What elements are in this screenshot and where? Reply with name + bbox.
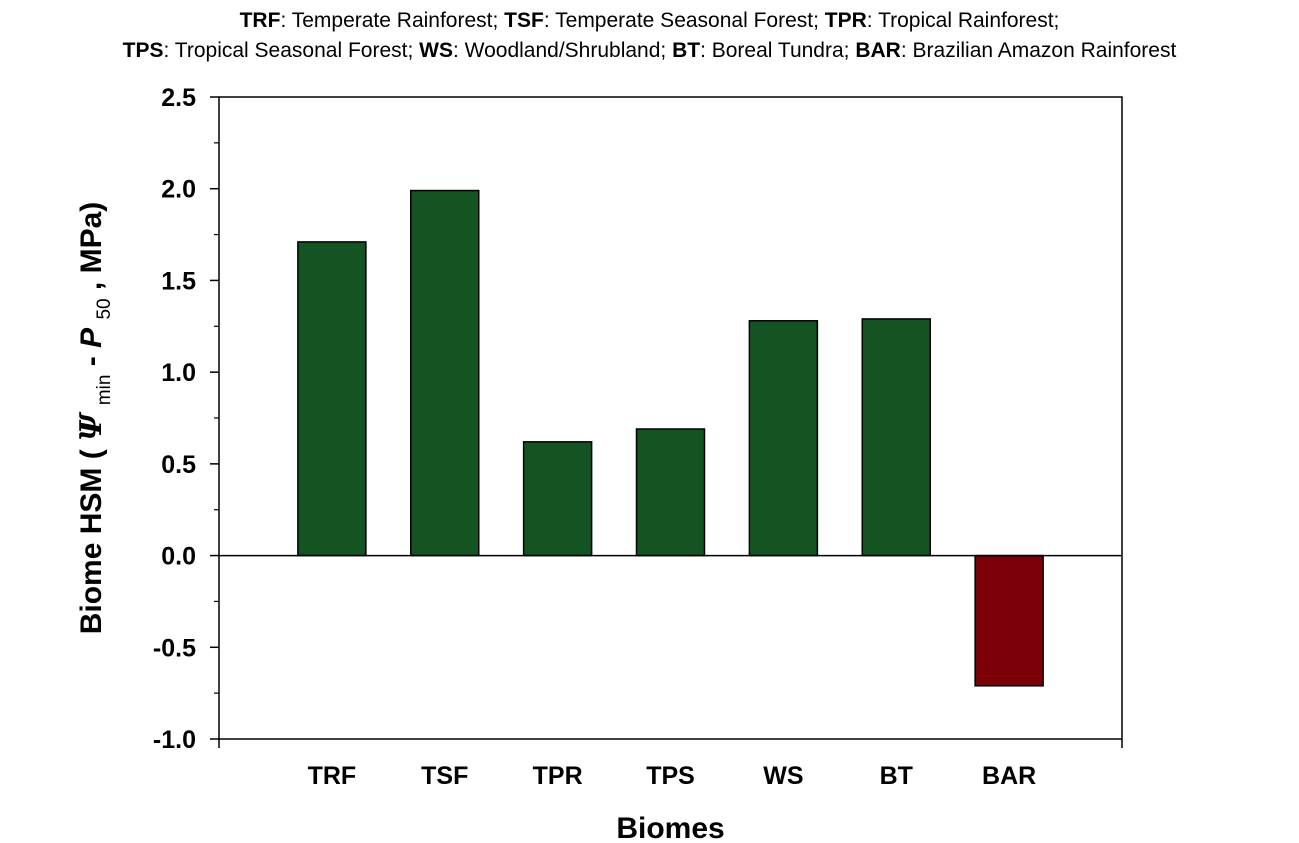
- x-tick-label: BAR: [982, 762, 1036, 790]
- y-axis-title-prefix: Biome HSM (: [75, 449, 108, 634]
- abbreviation-note-line-1: TRF: Temperate Rainforest; TSF: Temperat…: [0, 6, 1299, 36]
- y-tick-label: 0.0: [161, 543, 196, 571]
- abbr-trf-desc: : Temperate Rainforest;: [280, 9, 505, 32]
- abbr-bar-desc: : Brazilian Amazon Rainforest: [900, 39, 1177, 62]
- bar-ws: [748, 320, 819, 557]
- y-axis-title: Biome HSM ( Ψ min - P 50 , MPa): [74, 202, 117, 635]
- bar-tsf: [410, 189, 480, 557]
- x-tick-label: TSF: [421, 762, 468, 790]
- bar-bt: [861, 318, 931, 557]
- abbr-tps: TPS: [122, 39, 164, 62]
- x-tick-label: TRF: [308, 762, 357, 790]
- abbr-bt-desc: : Boreal Tundra;: [700, 39, 856, 62]
- bar-tps: [635, 428, 706, 557]
- bar-trf: [297, 241, 367, 557]
- y-axis-title-suffix: , MPa): [75, 202, 108, 290]
- y-axis-title-psi: Ψ: [74, 411, 109, 441]
- abbreviation-note-line-2: TPS: Tropical Seasonal Forest; WS: Woodl…: [0, 36, 1299, 66]
- abbr-trf: TRF: [239, 9, 281, 32]
- bar-tpr: [522, 441, 593, 557]
- x-tick-label: TPR: [533, 762, 583, 790]
- abbr-tsf-desc: : Temperate Seasonal Forest;: [543, 9, 825, 32]
- x-tick-label: WS: [763, 762, 803, 790]
- y-axis-ticks: -1.0 -0.5 0.0 0.5 1.0 1.5 2.0 2.5: [153, 84, 219, 754]
- y-tick-label: -1.0: [153, 726, 196, 754]
- x-tick-label: TPS: [646, 762, 695, 790]
- y-tick-label: 2.0: [161, 176, 196, 204]
- bars-group: [297, 189, 1044, 687]
- abbr-tsf: TSF: [504, 9, 544, 32]
- x-tick-label: BT: [880, 762, 913, 790]
- y-tick-label: 1.5: [161, 267, 196, 295]
- y-tick-label: 2.5: [161, 84, 196, 112]
- x-axis-title: Biomes: [616, 812, 724, 843]
- abbr-tpr-desc: : Tropical Rainforest;: [866, 9, 1060, 32]
- y-tick-label: 0.5: [161, 451, 196, 479]
- abbreviation-note: TRF: Temperate Rainforest; TSF: Temperat…: [0, 6, 1299, 66]
- abbr-tps-desc: : Tropical Seasonal Forest;: [163, 39, 420, 62]
- y-tick-label: 1.0: [161, 359, 196, 387]
- y-axis-title-dash: -: [75, 348, 108, 366]
- abbr-ws-desc: : Woodland/Shrubland;: [452, 39, 673, 62]
- y-axis-title-p-sub: 50: [94, 298, 115, 319]
- abbr-tpr: TPR: [824, 9, 867, 32]
- abbr-bar: BAR: [855, 39, 901, 62]
- bar-bar: [974, 554, 1044, 687]
- abbr-ws: WS: [419, 39, 453, 62]
- y-axis-title-psi-sub: min: [94, 375, 115, 406]
- y-axis-title-p: P: [75, 327, 108, 348]
- abbr-bt: BT: [672, 39, 701, 62]
- y-tick-label: -0.5: [153, 634, 196, 662]
- x-axis-ticks: TRF TSF TPR TPS WS BT BAR: [218, 739, 1123, 790]
